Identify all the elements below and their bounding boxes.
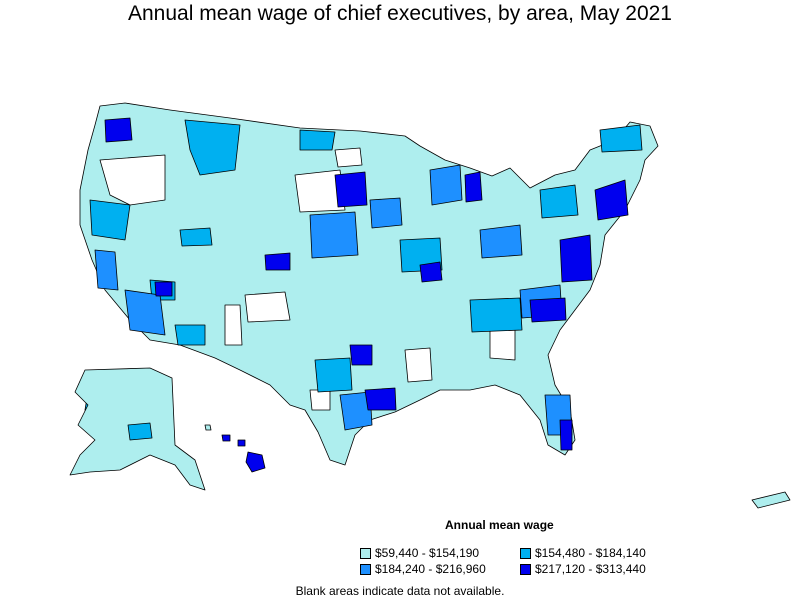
- legend-item-1: $59,440 - $154,190: [360, 546, 479, 560]
- blank-areas: [99, 147, 516, 411]
- legend-label-2: $154,480 - $184,140: [535, 546, 646, 560]
- legend-swatch-3: [360, 563, 371, 575]
- legend-swatch-1: [360, 547, 371, 559]
- legend-label-3: $184,240 - $216,960: [375, 562, 486, 576]
- legend-label-4: $217,120 - $313,440: [535, 562, 646, 576]
- legend-swatch-2: [520, 547, 531, 559]
- legend-item-3: $184,240 - $216,960: [360, 562, 486, 576]
- puerto-rico: [751, 491, 791, 509]
- tier4-areas: [104, 117, 629, 451]
- hawaii: [204, 424, 266, 473]
- legend-swatch-4: [520, 563, 531, 575]
- legend-label-1: $59,440 - $154,190: [375, 546, 480, 560]
- tier3-areas: [94, 164, 573, 436]
- legend-item-2: $154,480 - $184,140: [520, 546, 646, 560]
- legend-item-4: $217,120 - $313,440: [520, 562, 646, 576]
- map-title: Annual mean wage of chief executives, by…: [128, 2, 672, 25]
- alaska-region: [127, 422, 153, 441]
- legend-title: Annual mean wage: [445, 518, 554, 532]
- blank-areas-note: Blank areas indicate data not available.: [295, 584, 505, 598]
